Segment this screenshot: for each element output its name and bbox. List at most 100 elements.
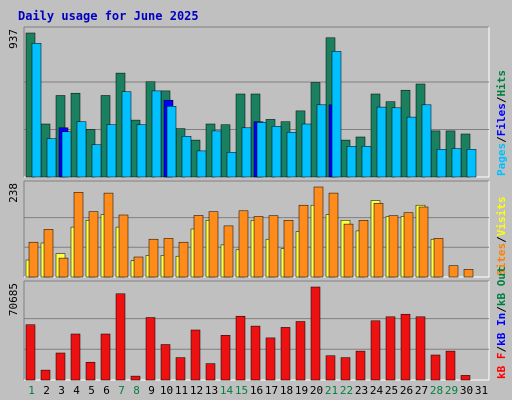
bar-sites-day-21 (328, 192, 339, 278)
bar-sites-day-22 (343, 223, 354, 278)
x-tick-label-day-7: 7 (118, 384, 125, 397)
bar-pages-day-29 (451, 148, 462, 178)
bar-kb-f-day-21 (325, 355, 336, 381)
bar-sites-day-25 (388, 215, 399, 278)
bar-pages-day-30 (466, 149, 477, 178)
bar-kb-f-day-16 (250, 325, 261, 381)
x-tick-label-day-4: 4 (73, 384, 80, 397)
bar-kb-f-day-19 (295, 321, 306, 381)
bar-kb-f-day-28 (430, 354, 441, 381)
bar-kb-f-day-23 (355, 350, 366, 381)
bar-pages-day-21 (331, 51, 342, 178)
y-axis-max-label: 937 (7, 29, 20, 49)
bar-pages-day-23 (361, 146, 372, 178)
bar-kb-f-day-9 (145, 317, 156, 381)
bar-pages-day-17 (271, 126, 282, 178)
bar-pages-day-18 (286, 132, 297, 178)
bar-sites-day-12 (193, 215, 204, 278)
x-tick-label-day-18: 18 (280, 384, 293, 397)
bar-pages-day-20 (316, 104, 327, 178)
bar-sites-day-13 (208, 211, 219, 278)
bar-pages-day-13 (211, 130, 222, 178)
bar-pages-day-9 (151, 90, 162, 178)
bar-kb-f-day-14 (220, 335, 231, 381)
bar-kb-f-day-3 (55, 352, 66, 381)
bar-sites-day-4 (73, 192, 84, 278)
bar-pages-day-15 (241, 127, 252, 178)
bar-sites-day-10 (163, 238, 174, 278)
x-tick-label-day-1: 1 (28, 384, 35, 397)
legend-entry: Sites (495, 243, 508, 276)
bar-pages-day-1 (31, 43, 42, 178)
legend-entry: kB In (495, 313, 508, 346)
bar-pages-day-27 (421, 104, 432, 178)
legend-entry: Files (495, 103, 508, 136)
x-tick-label-day-23: 23 (355, 384, 368, 397)
bar-sites-day-8 (133, 256, 144, 278)
x-tick-label-day-31: 31 (475, 384, 488, 397)
x-tick-label-day-24: 24 (370, 384, 384, 397)
bar-kb-f-day-8 (130, 375, 141, 381)
bar-kb-f-day-20 (310, 286, 321, 381)
bar-sites-day-5 (88, 211, 99, 278)
x-tick-label-day-29: 29 (445, 384, 458, 397)
x-tick-label-day-20: 20 (310, 384, 323, 397)
bar-kb-f-day-1 (25, 324, 36, 381)
bar-sites-day-30 (463, 269, 474, 278)
x-tick-label-day-12: 12 (190, 384, 203, 397)
bar-pages-day-16 (256, 122, 267, 178)
x-tick-label-day-27: 27 (415, 384, 428, 397)
bar-sites-day-23 (358, 220, 369, 278)
bar-kb-f-day-25 (385, 316, 396, 381)
x-tick-label-day-22: 22 (340, 384, 353, 397)
bar-kb-f-day-2 (40, 369, 51, 381)
bar-sites-day-18 (283, 220, 294, 278)
y-axis-max-label: 238 (7, 183, 20, 203)
legend-visits-sites: Sites/Visits (495, 197, 508, 277)
bar-sites-day-17 (268, 215, 279, 278)
bar-pages-day-3 (61, 131, 72, 178)
bar-pages-day-6 (106, 124, 117, 178)
bar-kb-f-day-13 (205, 363, 216, 381)
bar-sites-day-2 (43, 229, 54, 278)
legend-kbytes: kB F/kB In/kB Out (495, 266, 508, 379)
legend-entry: / (495, 346, 508, 353)
bar-kb-f-day-7 (115, 293, 126, 381)
bar-sites-day-28 (433, 238, 444, 278)
bar-pages-day-4 (76, 121, 87, 178)
bar-kb-f-day-26 (400, 313, 411, 381)
x-tick-label-day-19: 19 (295, 384, 308, 397)
bar-kb-f-day-18 (280, 327, 291, 381)
bar-sites-day-20 (313, 186, 324, 278)
bar-pages-day-19 (301, 123, 312, 178)
bar-pages-day-22 (346, 146, 357, 178)
legend-entry: Hits (495, 70, 508, 97)
chart-title: Daily usage for June 2025 (18, 9, 199, 23)
bar-pages-day-2 (46, 138, 57, 178)
x-tick-label-day-2: 2 (43, 384, 50, 397)
x-tick-label-day-13: 13 (205, 384, 218, 397)
bar-sites-day-26 (403, 212, 414, 278)
bar-kb-f-day-24 (370, 320, 381, 381)
bar-sites-day-11 (178, 241, 189, 278)
legend-entry: / (495, 96, 508, 103)
bar-kb-f-day-4 (70, 333, 81, 381)
bar-sites-day-3 (58, 257, 69, 278)
bar-sites-day-16 (253, 216, 264, 278)
bar-pages-day-11 (181, 136, 192, 178)
legend-hits-files-pages: Pages/Files/Hits (495, 70, 508, 176)
bar-sites-day-24 (373, 203, 384, 278)
bar-kb-f-day-5 (85, 361, 96, 381)
x-tick-label-day-9: 9 (148, 384, 155, 397)
x-tick-label-day-15: 15 (235, 384, 248, 397)
bar-kb-f-day-30 (460, 375, 471, 381)
bar-pages-day-24 (376, 106, 387, 178)
x-tick-label-day-28: 28 (430, 384, 443, 397)
bar-pages-day-5 (91, 144, 102, 178)
legend-entry: Pages (495, 143, 508, 176)
x-tick-label-day-3: 3 (58, 384, 65, 397)
x-tick-label-day-25: 25 (385, 384, 398, 397)
x-tick-label-day-5: 5 (88, 384, 95, 397)
